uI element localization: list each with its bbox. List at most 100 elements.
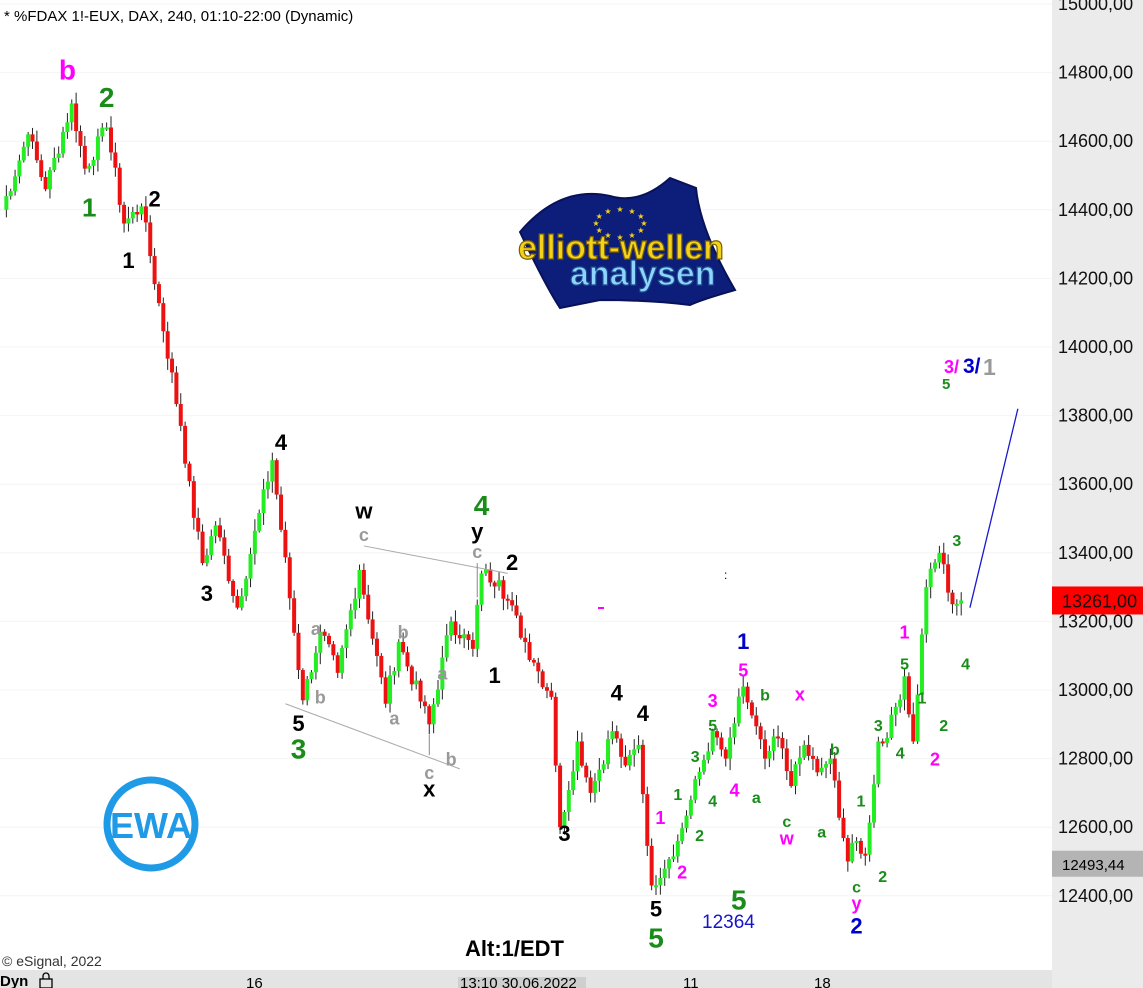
candle	[701, 754, 706, 775]
wave-label: 3	[558, 821, 570, 846]
wave-label: 2	[695, 828, 704, 845]
price-axis-panel[interactable]	[1052, 0, 1143, 988]
candle	[571, 759, 576, 795]
candle	[265, 471, 270, 499]
candle	[109, 116, 113, 161]
wave-label: 1	[856, 794, 865, 811]
wave-label: 4	[961, 656, 970, 673]
candle	[710, 728, 715, 755]
date-label-4: 18	[814, 975, 831, 988]
candle	[422, 695, 427, 714]
candle	[623, 745, 628, 768]
candle	[928, 562, 933, 599]
candle	[344, 624, 349, 659]
candle	[143, 196, 148, 232]
wave-label: b	[315, 688, 326, 708]
candle	[863, 847, 868, 866]
target-label-gray: 1	[983, 354, 996, 380]
wave-label: b	[59, 54, 76, 85]
candle	[549, 682, 554, 700]
candle	[43, 171, 48, 192]
wave-label: 1	[489, 663, 501, 688]
candle	[492, 580, 497, 599]
wave-label: 3	[291, 734, 307, 765]
candle	[776, 725, 781, 748]
wave-label: 4	[637, 701, 650, 726]
candle	[231, 579, 236, 603]
wave-label: 5	[648, 922, 664, 953]
candle	[396, 639, 401, 678]
candle	[658, 867, 663, 895]
candle	[213, 521, 218, 544]
wave-label: 5	[708, 718, 717, 735]
wave-label: 5	[292, 711, 304, 736]
candle	[357, 564, 362, 609]
wave-label: 2	[148, 186, 160, 211]
flag-star: ★	[604, 231, 611, 240]
candle	[640, 739, 645, 804]
wave-label: 5	[650, 896, 662, 921]
copyright-text: © eSignal, 2022	[2, 953, 102, 969]
wave-label: x	[795, 684, 805, 704]
wave-label: 1	[900, 623, 910, 643]
y-tick-label: 14800,00	[1058, 63, 1133, 83]
wave-label: w	[354, 499, 373, 524]
candle	[671, 844, 676, 863]
logo-text-line1: elliott-wellen	[518, 229, 724, 267]
candle	[501, 576, 506, 611]
candle	[300, 668, 305, 705]
wave-label: 4	[611, 680, 624, 705]
lock-icon[interactable]	[39, 972, 53, 988]
candle	[780, 732, 785, 760]
candle	[244, 575, 249, 602]
candle	[566, 781, 571, 821]
date-label-1: 16	[246, 975, 263, 988]
ewa-badge-text: EWA	[110, 805, 192, 846]
candle	[248, 547, 253, 588]
low-value-label: 12364	[702, 912, 755, 933]
wave-label: 1	[673, 787, 682, 804]
target-label-green: 5	[942, 376, 950, 393]
flag-star: ★	[616, 205, 623, 214]
dynamic-mode-label[interactable]: Dyn	[0, 973, 28, 988]
wave-label: 3	[874, 718, 883, 735]
ewa-badge-ring	[103, 776, 199, 872]
candle	[174, 366, 179, 407]
wave-label: b	[398, 623, 409, 643]
candle	[156, 281, 161, 307]
candle	[802, 740, 807, 760]
channel-line	[285, 703, 460, 770]
candle	[252, 519, 257, 565]
candle	[906, 672, 911, 718]
candle	[810, 747, 815, 771]
target-label-group: 3/ 3/ 1 5	[942, 354, 996, 393]
candles-layer	[4, 92, 964, 895]
candle	[69, 99, 74, 131]
candle	[296, 624, 301, 680]
wave-label: b	[446, 749, 457, 769]
candle	[806, 735, 811, 761]
wave-label: a	[752, 790, 761, 807]
candle	[21, 141, 26, 163]
flag-star: ★	[596, 226, 603, 235]
y-tick-label: 13200,00	[1058, 611, 1133, 631]
candle	[597, 757, 602, 792]
flag-star: ★	[640, 219, 647, 228]
candle	[562, 809, 567, 835]
wave-label: 2	[677, 863, 687, 883]
wave-label: 2	[939, 718, 948, 735]
candle	[405, 646, 410, 672]
candle	[436, 679, 440, 707]
candle	[196, 507, 201, 540]
candle	[292, 590, 297, 636]
candle	[885, 732, 890, 748]
candle	[719, 732, 724, 757]
candle	[270, 452, 275, 493]
candle	[627, 749, 632, 771]
candle	[850, 834, 855, 864]
y-tick-label: 14400,00	[1058, 200, 1133, 220]
candle	[579, 732, 584, 768]
candle	[741, 675, 746, 704]
y-tick-label: 14200,00	[1058, 268, 1133, 288]
candle	[91, 156, 96, 176]
